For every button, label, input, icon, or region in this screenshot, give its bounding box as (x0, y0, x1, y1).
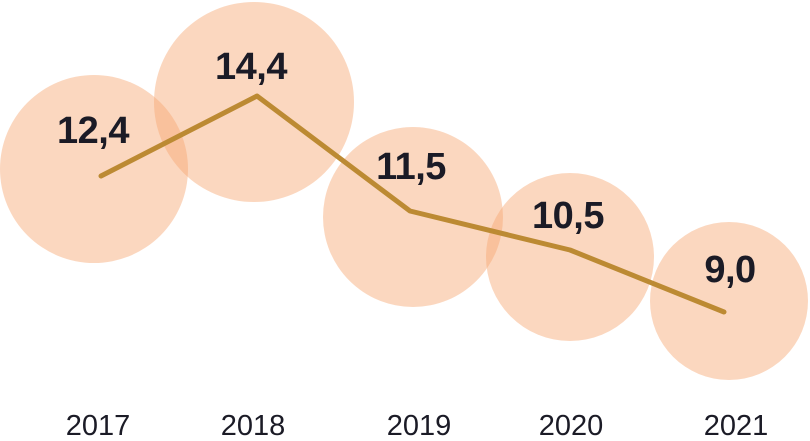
bubble-2020 (486, 173, 654, 341)
x-axis-label-2018: 2018 (221, 410, 286, 441)
bubble-2019 (323, 127, 503, 307)
value-label-2019: 11,5 (376, 146, 446, 188)
x-axis-label-2017: 2017 (66, 410, 131, 441)
x-axis-label-2019: 2019 (387, 410, 452, 441)
bubble-2018 (154, 2, 354, 202)
trend-line (98, 93, 727, 315)
value-label-2020: 10,5 (532, 195, 604, 237)
x-axis-label-2021: 2021 (704, 410, 769, 441)
x-axis-label-2020: 2020 (539, 410, 604, 441)
bubble-2021 (650, 222, 808, 380)
bubble-2017 (0, 75, 188, 263)
value-label-2018: 14,4 (215, 46, 287, 88)
value-label-2017: 12,4 (57, 110, 129, 152)
value-label-2021: 9,0 (704, 249, 755, 291)
